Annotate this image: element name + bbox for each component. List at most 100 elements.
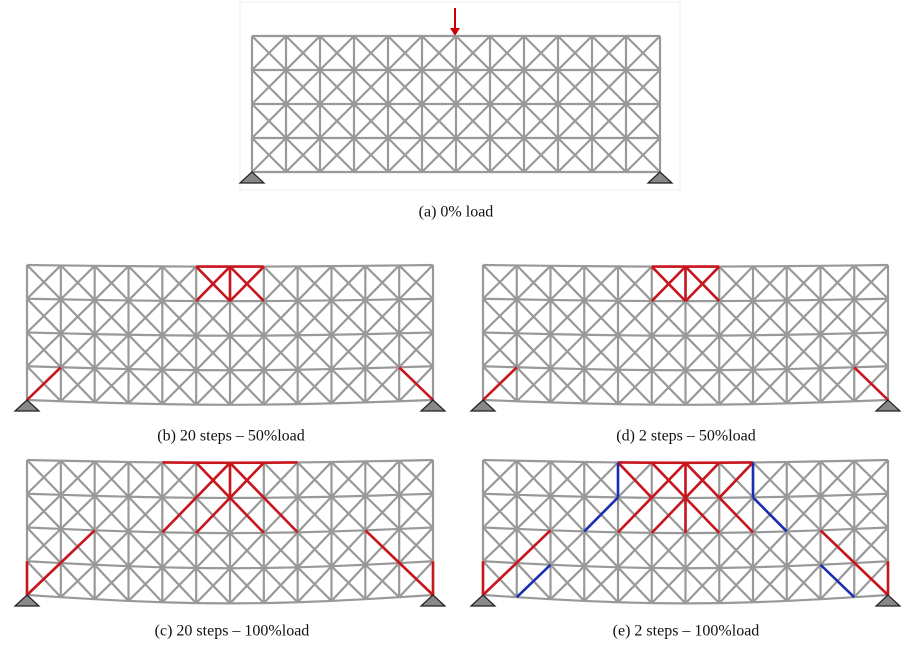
truss-member [787, 565, 821, 566]
truss-member [129, 566, 163, 567]
truss-member [584, 566, 618, 567]
truss-member [95, 402, 129, 403]
truss-member [95, 565, 129, 566]
truss-member [551, 599, 585, 601]
truss-member [584, 531, 618, 532]
truss-member [27, 528, 61, 529]
truss-member [129, 601, 163, 602]
truss-member [787, 461, 821, 462]
truss-member [61, 401, 95, 402]
truss-member [162, 532, 196, 533]
truss-member [27, 366, 61, 367]
truss-member [854, 595, 888, 597]
truss-member [517, 563, 551, 565]
truss-member [27, 561, 61, 563]
caption: (e) 2 steps – 100%load [613, 623, 760, 640]
truss-member [298, 601, 332, 602]
truss-member [551, 402, 585, 403]
truss-member [618, 602, 652, 603]
truss-member [298, 566, 332, 567]
truss-member [27, 333, 61, 334]
truss-member [332, 402, 366, 403]
truss-member [129, 403, 163, 404]
truss-member [129, 335, 163, 336]
truss-member [27, 494, 61, 495]
truss-member [332, 334, 366, 335]
truss-member [517, 299, 551, 300]
truss-member [753, 403, 787, 404]
truss-member [399, 494, 433, 495]
truss-member [61, 597, 95, 599]
truss-member [129, 531, 163, 532]
truss-member [854, 400, 888, 401]
truss-member [854, 299, 888, 300]
truss-member [551, 530, 585, 531]
truss-member [821, 333, 855, 334]
truss-member [753, 497, 787, 498]
truss-member [821, 563, 855, 565]
truss-member [483, 366, 517, 367]
truss-member [95, 530, 129, 531]
truss-member [551, 496, 585, 497]
truss-member [618, 532, 652, 533]
truss-member [332, 565, 366, 566]
truss-member [399, 333, 433, 334]
truss-member [95, 599, 129, 601]
truss-member [787, 530, 821, 531]
truss-member [27, 400, 61, 401]
caption: (c) 20 steps – 100%load [155, 623, 310, 640]
truss-member [298, 369, 332, 370]
truss-member [551, 334, 585, 335]
truss-member [787, 496, 821, 497]
truss-member [27, 460, 61, 461]
truss-member [332, 530, 366, 531]
truss-member [854, 561, 888, 563]
truss-member [399, 366, 433, 367]
truss-member [332, 368, 366, 369]
truss-member [129, 497, 163, 498]
truss-member [298, 497, 332, 498]
truss-member [618, 567, 652, 568]
truss-member [854, 528, 888, 529]
truss-member [399, 299, 433, 300]
panel-frame [240, 2, 680, 190]
truss-member [483, 528, 517, 529]
truss-member [517, 597, 551, 599]
truss-member [332, 461, 366, 462]
truss-member [854, 366, 888, 367]
truss-member [365, 495, 399, 496]
truss-member [787, 334, 821, 335]
truss-member [399, 595, 433, 597]
support [876, 595, 900, 606]
support [421, 595, 445, 606]
truss-member [365, 299, 399, 300]
truss-member [753, 335, 787, 336]
truss-member [854, 333, 888, 334]
truss-member [399, 400, 433, 401]
truss-member [753, 601, 787, 602]
support [15, 400, 39, 411]
truss-member [61, 495, 95, 496]
caption: (a) 0% load [419, 204, 494, 221]
truss-member [821, 529, 855, 530]
truss-member [95, 368, 129, 369]
truss-member [753, 531, 787, 532]
truss-member [483, 400, 517, 401]
truss-member [483, 460, 517, 461]
truss-member [584, 369, 618, 370]
truss-member [264, 567, 298, 568]
support [648, 172, 672, 183]
truss-member [821, 495, 855, 496]
truss-member [365, 401, 399, 402]
support [876, 400, 900, 411]
truss-member [584, 335, 618, 336]
support [421, 400, 445, 411]
truss-member [61, 563, 95, 565]
truss-member [27, 595, 61, 597]
truss-member [584, 403, 618, 404]
truss-member [365, 597, 399, 599]
truss-member [162, 602, 196, 603]
truss-member [753, 369, 787, 370]
